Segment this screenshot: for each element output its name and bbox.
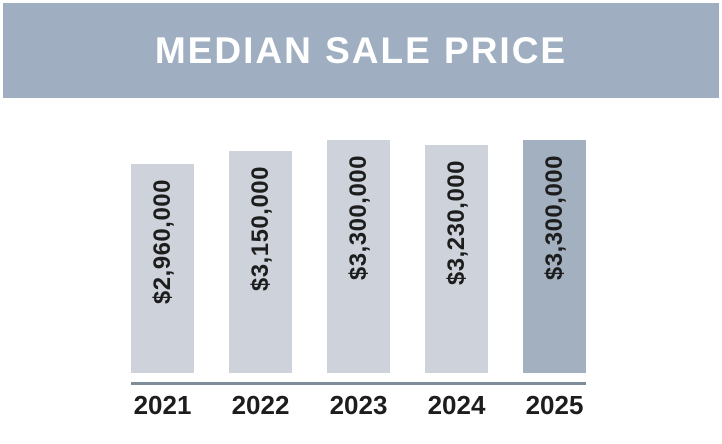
bar-value-label: $3,230,000 <box>442 160 470 286</box>
x-axis-label-2022: 2022 <box>231 390 290 420</box>
bar-2024: $3,230,000 <box>425 145 488 373</box>
bar-value-label: $3,150,000 <box>246 166 274 292</box>
x-axis-label-2025: 2025 <box>525 390 584 420</box>
x-axis-label-2023: 2023 <box>329 390 388 420</box>
x-axis-labels: 2021 2022 2023 2024 2025 <box>131 390 586 421</box>
bar-value-label: $3,300,000 <box>344 155 372 281</box>
x-axis-label-2021: 2021 <box>133 390 192 420</box>
bars-row: $2,960,000 $3,150,000 $3,300,000 $3,230,… <box>131 140 586 373</box>
bar-value-label: $3,300,000 <box>540 155 568 281</box>
x-axis-line <box>131 382 586 385</box>
chart-title-banner: MEDIAN SALE PRICE <box>3 3 719 98</box>
bar-2023: $3,300,000 <box>327 140 390 373</box>
bar-chart: $2,960,000 $3,150,000 $3,300,000 $3,230,… <box>131 140 586 421</box>
x-axis-label-2024: 2024 <box>427 390 486 420</box>
bar-2022: $3,150,000 <box>229 151 292 373</box>
chart-title: MEDIAN SALE PRICE <box>154 29 568 71</box>
bar-2021: $2,960,000 <box>131 164 194 373</box>
bar-2025: $3,300,000 <box>523 140 586 373</box>
bar-value-label: $2,960,000 <box>148 179 176 305</box>
